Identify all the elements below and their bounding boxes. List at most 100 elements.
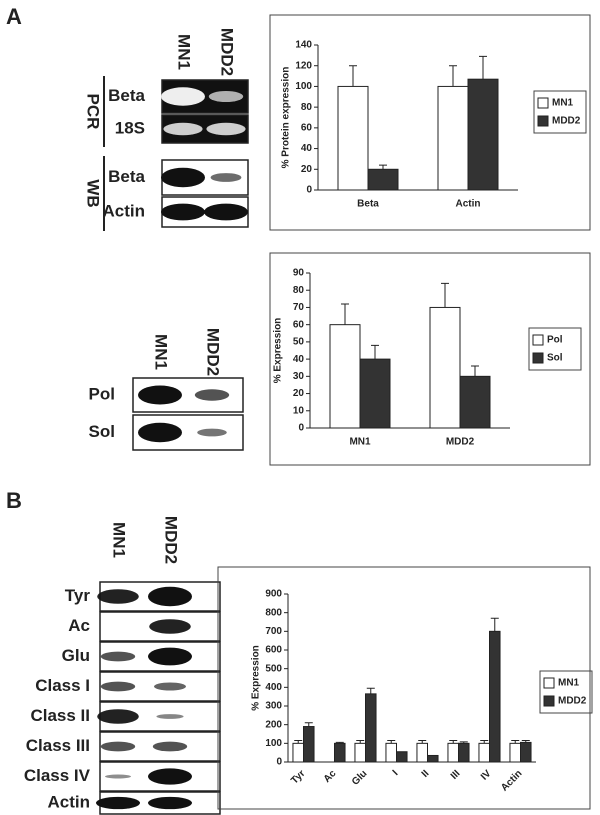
blot-band — [100, 741, 136, 752]
bar — [416, 742, 428, 763]
row-label: Ac — [68, 616, 90, 635]
y-tick-label: 10 — [293, 405, 305, 416]
x-tick-label: Actin — [456, 199, 481, 210]
bar — [303, 726, 315, 763]
bar — [509, 742, 521, 763]
x-tick-label: II — [420, 768, 432, 780]
error-bar — [356, 740, 365, 744]
blot-band — [100, 651, 136, 662]
bar — [329, 324, 361, 429]
legend-swatch — [543, 695, 555, 707]
row-label: Beta — [108, 86, 145, 105]
y-tick-label: 0 — [306, 185, 312, 196]
blot-band — [97, 709, 139, 724]
row-label: Actin — [103, 201, 146, 220]
y-tick-label: 0 — [276, 757, 282, 768]
blot-band — [148, 768, 192, 785]
blot-band — [148, 647, 192, 666]
group-label: WB — [84, 179, 103, 207]
blot-band — [210, 173, 242, 182]
bar — [292, 742, 304, 763]
lane-label: MN1 — [110, 522, 129, 558]
error-bar — [459, 741, 468, 744]
x-tick-label: Ac — [322, 768, 339, 785]
blot-band — [204, 203, 248, 221]
chart-frame — [269, 252, 591, 466]
y-tick-label: 900 — [265, 589, 282, 600]
blot-band — [138, 422, 182, 443]
error-bar — [480, 740, 489, 744]
error-bar — [366, 687, 375, 694]
lane-label: MDD2 — [204, 328, 223, 376]
legend-label: Pol — [547, 335, 563, 346]
y-tick-label: 0 — [298, 423, 304, 434]
chart-frame — [217, 566, 591, 810]
legend-frame — [528, 327, 582, 371]
bar — [520, 741, 532, 763]
chart-frame — [269, 14, 591, 231]
blot-band — [194, 389, 230, 401]
error-bar — [449, 65, 457, 87]
lane-label: MN1 — [152, 334, 171, 370]
lane-label: MDD2 — [218, 28, 237, 76]
row-label: Class II — [30, 706, 90, 725]
y-axis-title: % Expression — [251, 645, 262, 711]
legend-frame — [539, 670, 593, 714]
panel-label: B — [6, 488, 22, 513]
blot-band — [148, 796, 192, 810]
y-tick-label: 300 — [265, 701, 282, 712]
error-bar — [511, 740, 520, 744]
y-tick-label: 60 — [301, 122, 313, 133]
error-bar — [304, 722, 313, 727]
error-bar — [379, 164, 387, 170]
error-bar — [418, 740, 427, 744]
blot-band — [161, 87, 205, 106]
x-tick-label: Glu — [350, 768, 370, 788]
error-bar — [335, 741, 344, 744]
row-label: 18S — [115, 118, 145, 137]
bar — [458, 742, 470, 763]
bar — [459, 375, 491, 429]
error-bar — [387, 740, 396, 744]
panel-label: A — [6, 4, 22, 29]
blot-band — [97, 589, 139, 604]
y-axis-title: % Protein expression — [281, 67, 292, 169]
bar — [429, 306, 461, 429]
y-tick-label: 600 — [265, 645, 282, 656]
group-label: PCR — [84, 94, 103, 130]
x-tick-label: MDD2 — [446, 437, 475, 448]
y-tick-label: 70 — [293, 302, 305, 313]
legend-swatch — [537, 115, 549, 127]
bar — [437, 85, 469, 191]
bar — [385, 742, 397, 763]
blot-band — [206, 122, 246, 136]
x-tick-label: IV — [479, 768, 494, 783]
blot-band — [154, 682, 186, 691]
blot-box — [99, 671, 221, 702]
row-label: Tyr — [65, 586, 91, 605]
x-tick-label: Actin — [499, 768, 524, 793]
bar — [334, 742, 346, 763]
bar — [365, 693, 377, 763]
error-bar — [441, 282, 449, 308]
row-label: Class IV — [24, 766, 91, 785]
blot-band — [208, 90, 244, 103]
legend-frame — [533, 90, 587, 134]
lane-label: MDD2 — [162, 516, 181, 564]
row-label: Class III — [26, 736, 90, 755]
row-label: Glu — [62, 646, 90, 665]
y-tick-label: 140 — [295, 40, 312, 51]
y-tick-label: 30 — [293, 371, 305, 382]
legend-label: Sol — [547, 353, 563, 364]
legend-label: MDD2 — [552, 116, 581, 127]
y-tick-label: 40 — [293, 354, 305, 365]
legend-swatch — [543, 677, 555, 689]
blot-band — [96, 796, 140, 810]
y-tick-label: 200 — [265, 719, 282, 730]
y-tick-label: 20 — [293, 388, 305, 399]
error-bar — [349, 65, 357, 87]
bar — [478, 742, 490, 763]
lane-label: MN1 — [175, 34, 194, 70]
bar — [396, 751, 408, 763]
blot-band — [163, 122, 203, 136]
